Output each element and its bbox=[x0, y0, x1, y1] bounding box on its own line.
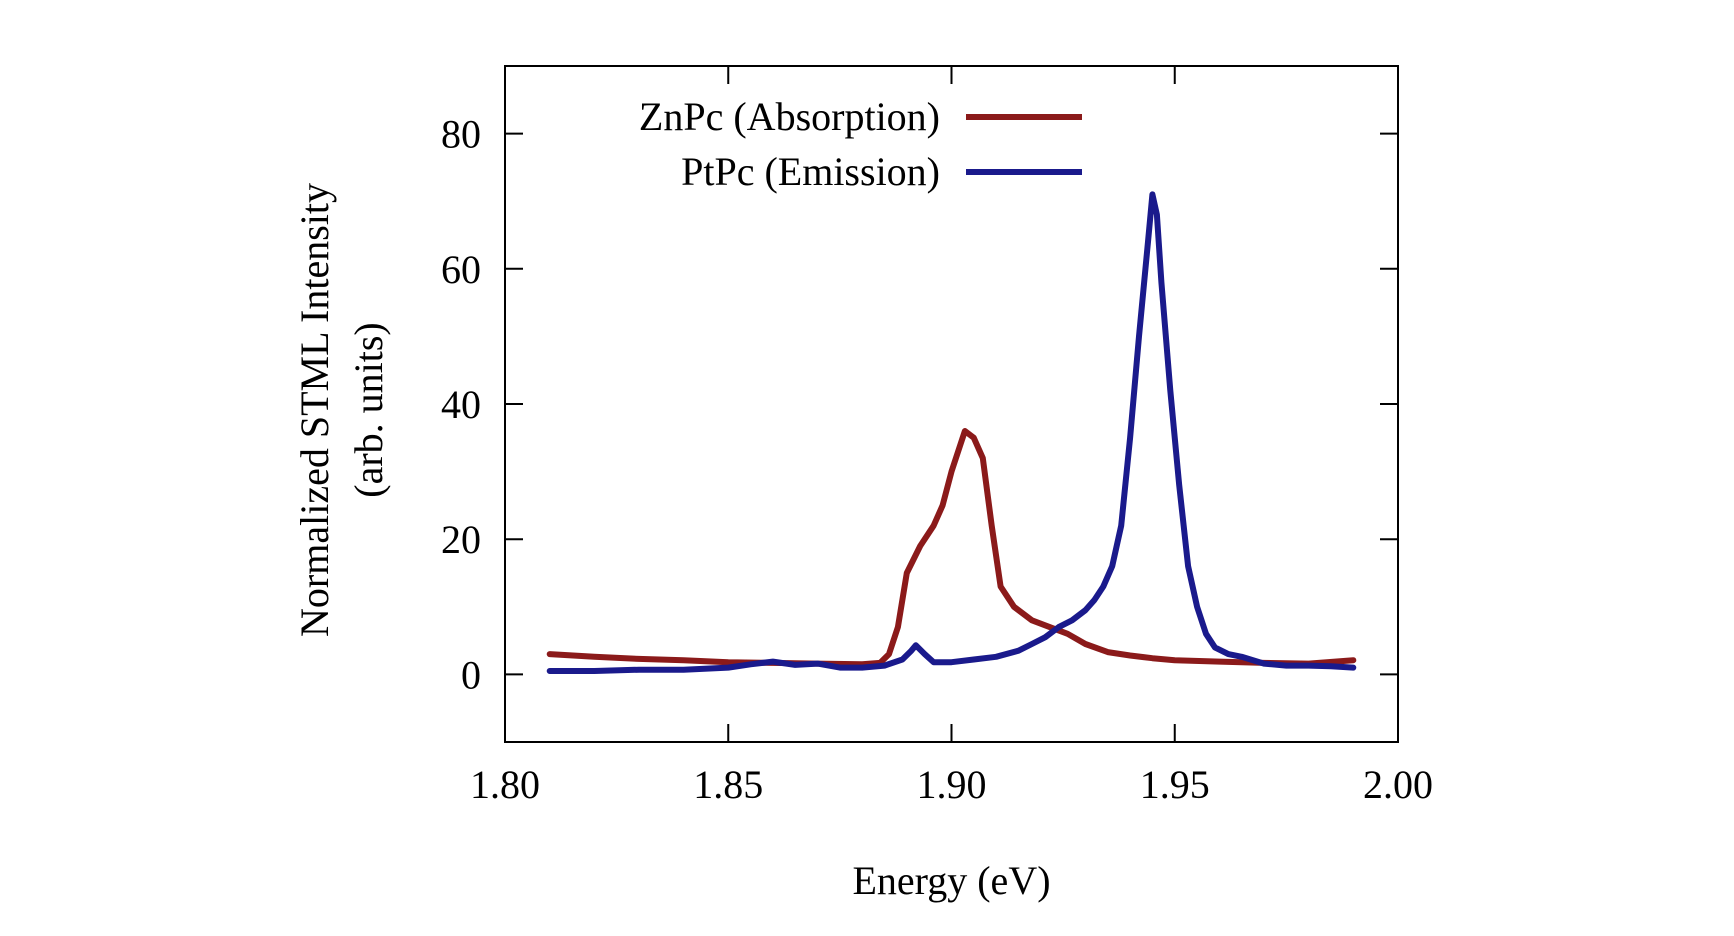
x-tick-label: 1.90 bbox=[917, 762, 987, 807]
x-tick-label: 1.80 bbox=[470, 762, 540, 807]
x-tick-label: 2.00 bbox=[1363, 762, 1433, 807]
y-tick-labels: 0 20 40 60 80 bbox=[441, 112, 481, 698]
series-line-ptpc bbox=[546, 191, 1357, 674]
y-tick-label: 40 bbox=[441, 382, 481, 427]
y-tick-label: 20 bbox=[441, 517, 481, 562]
y-tick-label: 60 bbox=[441, 247, 481, 292]
y-axis-label: Normalized STML Intensity bbox=[292, 183, 337, 637]
y-tick-label: 0 bbox=[461, 652, 481, 697]
x-tick-label: 1.95 bbox=[1140, 762, 1210, 807]
x-tick-labels: 1.80 1.85 1.90 1.95 2.00 bbox=[470, 762, 1433, 807]
x-tick-label: 1.85 bbox=[693, 762, 763, 807]
series-line-znpc bbox=[546, 428, 1357, 668]
plot-frame bbox=[504, 65, 1399, 743]
ticks-group bbox=[504, 66, 1399, 742]
x-axis-label: Energy (eV) bbox=[852, 858, 1050, 903]
plot-frame-group bbox=[504, 65, 1399, 743]
y-axis-label-units: (arb. units) bbox=[346, 322, 391, 498]
legend: ZnPc (Absorption) PtPc (Emission) bbox=[639, 94, 1082, 194]
series-group bbox=[546, 191, 1357, 674]
y-tick-label: 80 bbox=[441, 112, 481, 157]
legend-entry-label: PtPc (Emission) bbox=[681, 149, 940, 194]
legend-entry-label: ZnPc (Absorption) bbox=[639, 94, 940, 139]
